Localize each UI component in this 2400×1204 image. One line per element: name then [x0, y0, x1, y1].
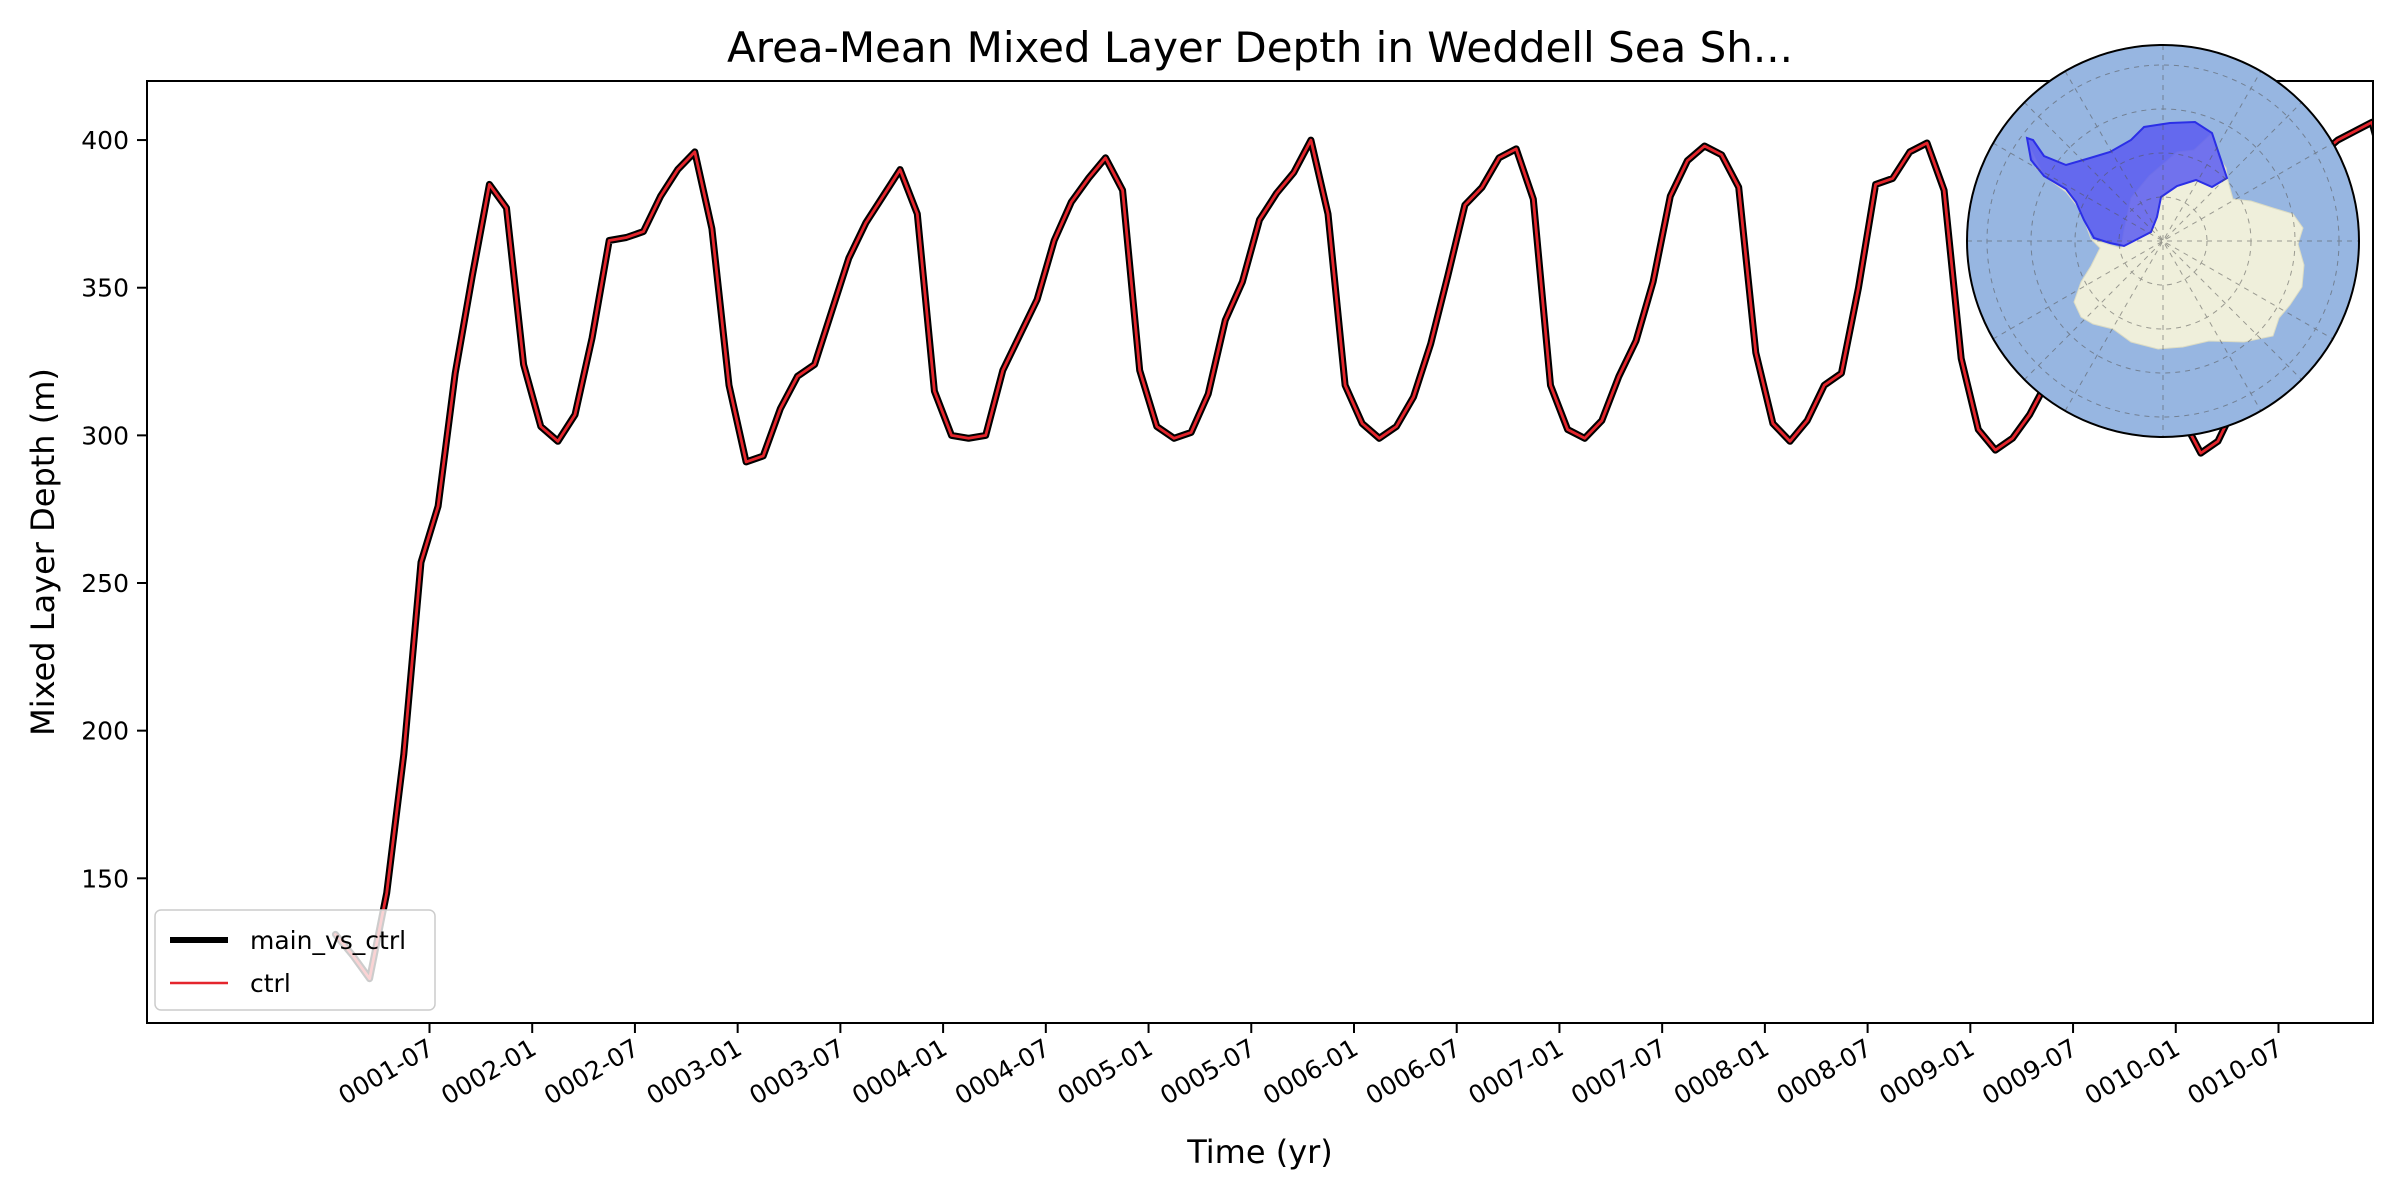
- y-tick-label: 400: [81, 126, 129, 155]
- map-boundary: [1966, 44, 2360, 438]
- x-tick-label: 0006-01: [1258, 1033, 1363, 1110]
- map-graticule: [1967, 45, 2359, 437]
- x-tick-label: 0008-01: [1669, 1033, 1774, 1110]
- y-tick-label: 200: [81, 717, 129, 746]
- x-tick-label: 0007-01: [1463, 1033, 1568, 1110]
- weddell-sea-region: [2025, 120, 2229, 248]
- y-tick-label: 150: [81, 864, 129, 893]
- x-tick-label: 0009-07: [1977, 1033, 2082, 1110]
- y-tick-label: 350: [81, 274, 129, 303]
- legend-label-main-vs-ctrl: main_vs_ctrl: [250, 926, 406, 955]
- x-tick-label: 0008-07: [1772, 1033, 1877, 1110]
- x-tick-label: 0005-07: [1155, 1033, 1260, 1110]
- chart-title: Area-Mean Mixed Layer Depth in Weddell S…: [727, 23, 1793, 72]
- x-tick-label: 0010-07: [2183, 1033, 2288, 1110]
- x-tick-label: 0001-07: [334, 1033, 439, 1110]
- x-axis-label: Time (yr): [1186, 1133, 1333, 1171]
- y-tick-label: 250: [81, 569, 129, 598]
- x-tick-label: 0002-01: [436, 1033, 541, 1110]
- x-tick-label: 0010-01: [2080, 1033, 2185, 1110]
- x-axis-ticks: 0001-070002-010002-070003-010003-070004-…: [334, 1023, 2288, 1110]
- y-axis-ticks: 150 200 250 300 350 400: [81, 126, 147, 893]
- x-tick-label: 0006-07: [1361, 1033, 1466, 1110]
- legend-label-ctrl: ctrl: [250, 969, 291, 998]
- x-tick-label: 0002-07: [539, 1033, 644, 1110]
- antarctica-inset-map: [1966, 44, 2360, 438]
- x-tick-label: 0003-07: [744, 1033, 849, 1110]
- legend-box: [154, 909, 436, 1011]
- x-tick-label: 0004-01: [847, 1033, 952, 1110]
- x-tick-label: 0007-07: [1566, 1033, 1671, 1110]
- x-tick-label: 0004-07: [950, 1033, 1055, 1110]
- x-tick-label: 0009-01: [1874, 1033, 1979, 1110]
- plot-frame: [146, 80, 2374, 1024]
- y-axis-label: Mixed Layer Depth (m): [24, 368, 62, 736]
- y-tick-label: 300: [81, 421, 129, 450]
- x-tick-label: 0003-01: [642, 1033, 747, 1110]
- legend: main_vs_ctrl ctrl: [154, 909, 436, 1011]
- x-tick-label: 0005-01: [1053, 1033, 1158, 1110]
